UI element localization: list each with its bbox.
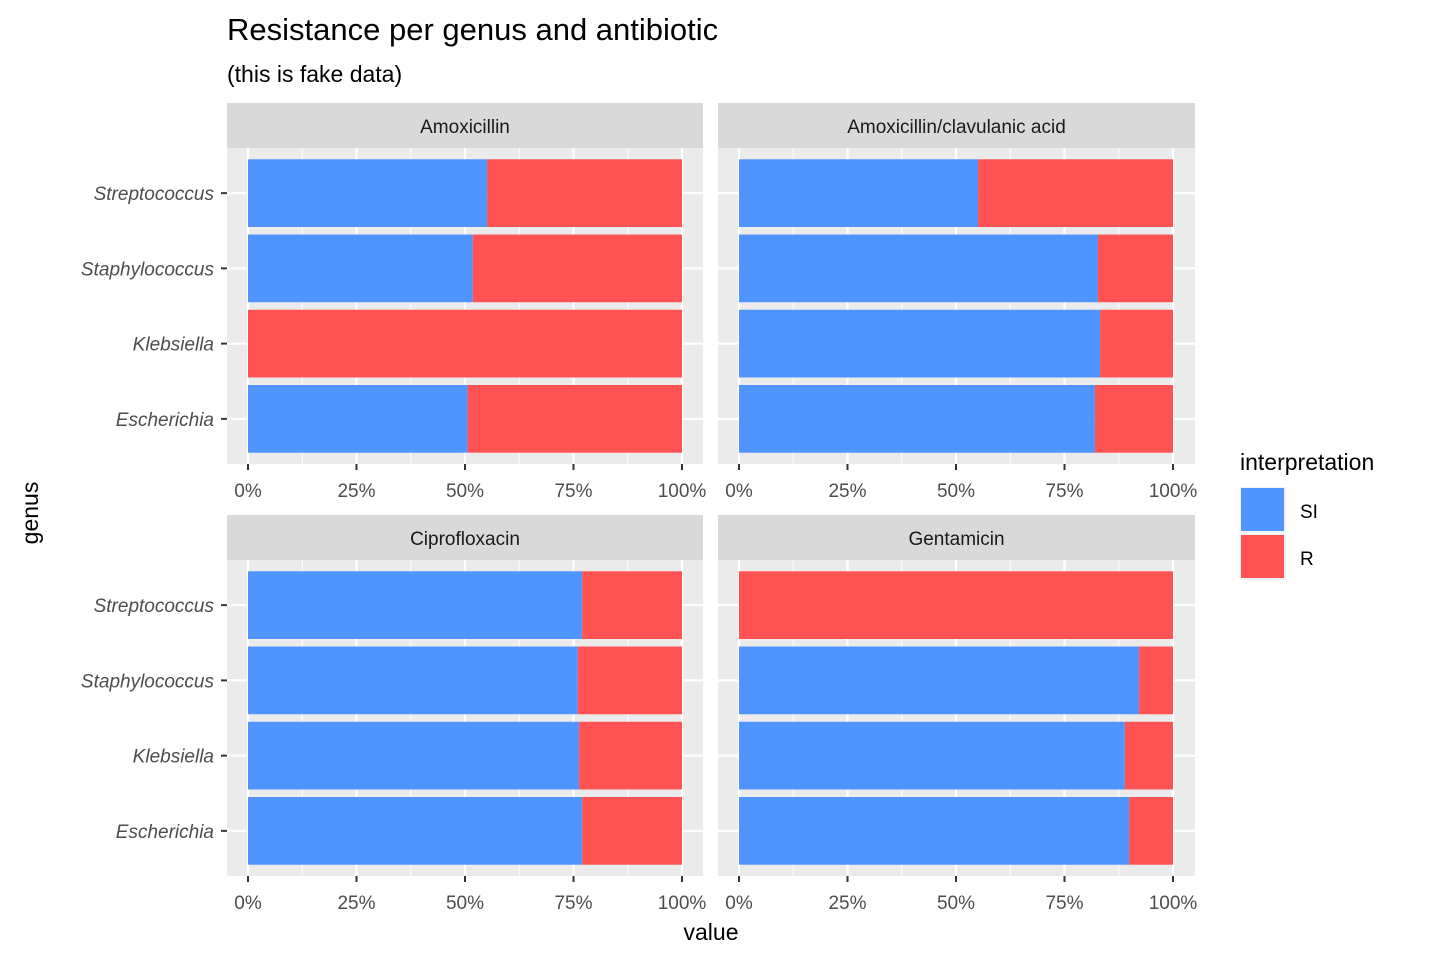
y-axis-title: genus bbox=[17, 482, 43, 545]
chart-title: Resistance per genus and antibiotic bbox=[227, 12, 718, 47]
bar-si bbox=[248, 797, 583, 865]
x-tick-label: 100% bbox=[658, 893, 707, 914]
x-tick-label: 75% bbox=[1045, 893, 1083, 914]
bar-si bbox=[248, 571, 583, 639]
x-tick-label: 0% bbox=[234, 481, 262, 502]
facet-strip bbox=[718, 103, 1195, 148]
bar-r bbox=[1124, 721, 1173, 790]
bar-r bbox=[739, 571, 1173, 639]
bar-r bbox=[467, 385, 682, 453]
x-tick-label: 0% bbox=[725, 893, 753, 914]
bar-si bbox=[248, 721, 580, 790]
y-tick-label: Escherichia bbox=[116, 410, 214, 431]
y-tick-label: Streptococcus bbox=[94, 184, 215, 205]
bar-si bbox=[739, 646, 1140, 715]
legend-swatch-si bbox=[1241, 488, 1284, 531]
facet-strip-label: Amoxicillin bbox=[420, 117, 510, 138]
facet-strip bbox=[718, 515, 1195, 560]
x-tick-label: 75% bbox=[1045, 481, 1083, 502]
y-tick-label: Staphylococcus bbox=[81, 671, 215, 692]
x-tick-label: 100% bbox=[1149, 893, 1198, 914]
facet-panel: Amoxicillin 0% 25% 50% 75% 100% Escherichia Kle… bbox=[81, 103, 706, 502]
x-tick-label: 50% bbox=[937, 481, 975, 502]
y-tick-label: Staphylococcus bbox=[81, 259, 215, 280]
bar-r bbox=[582, 797, 682, 865]
x-tick-label: 100% bbox=[1149, 481, 1198, 502]
bar-si bbox=[739, 385, 1095, 453]
chart-subtitle: (this is fake data) bbox=[227, 61, 402, 87]
facet-panel: Amoxicillin/clavulanic acid 0% 25% 50% 75% 10… bbox=[718, 103, 1197, 502]
legend-keys: SI R bbox=[1240, 487, 1318, 580]
bar-r bbox=[582, 571, 682, 639]
x-tick-label: 25% bbox=[337, 481, 375, 502]
bar-r bbox=[248, 309, 682, 378]
x-tick-label: 25% bbox=[828, 893, 866, 914]
bar-si bbox=[248, 646, 578, 715]
bar-si bbox=[248, 159, 488, 227]
legend-label: R bbox=[1300, 549, 1314, 570]
facet-panel: Ciprofloxacin 0% 25% 50% 75% 100% Escherichia K… bbox=[81, 515, 706, 914]
legend-label: SI bbox=[1300, 502, 1318, 523]
bar-r bbox=[577, 646, 682, 715]
x-tick-label: 75% bbox=[554, 893, 592, 914]
x-tick-label: 50% bbox=[937, 893, 975, 914]
bar-si bbox=[739, 234, 1098, 303]
y-tick-label: Klebsiella bbox=[133, 747, 214, 768]
bar-r bbox=[1100, 309, 1173, 378]
bar-r bbox=[1097, 234, 1173, 303]
facet-strip-label: Amoxicillin/clavulanic acid bbox=[847, 117, 1066, 138]
x-axis-title: value bbox=[684, 919, 739, 945]
bar-si bbox=[739, 721, 1125, 790]
x-tick-label: 100% bbox=[658, 481, 707, 502]
bar-r bbox=[1129, 797, 1173, 865]
facet-panel: Gentamicin 0% 25% 50% 75% 100% bbox=[718, 515, 1197, 914]
y-tick-label: Klebsiella bbox=[133, 335, 214, 356]
legend-title: interpretation bbox=[1240, 449, 1374, 475]
bar-si bbox=[739, 159, 979, 227]
legend-swatch-r bbox=[1241, 535, 1284, 578]
x-tick-label: 50% bbox=[446, 481, 484, 502]
x-tick-label: 0% bbox=[725, 481, 753, 502]
x-tick-label: 0% bbox=[234, 893, 262, 914]
bar-r bbox=[472, 234, 682, 303]
facet-strip bbox=[227, 103, 703, 148]
y-tick-label: Streptococcus bbox=[94, 596, 215, 617]
bar-si bbox=[248, 234, 473, 303]
facet-strip-label: Gentamicin bbox=[908, 529, 1004, 550]
bar-si bbox=[739, 309, 1101, 378]
facet-panels: Amoxicillin 0% 25% 50% 75% 100% Escherichia Kle… bbox=[81, 103, 1197, 914]
x-tick-label: 25% bbox=[828, 481, 866, 502]
bar-si bbox=[739, 797, 1130, 865]
bar-r bbox=[487, 159, 682, 227]
x-tick-label: 25% bbox=[337, 893, 375, 914]
facet-strip bbox=[227, 515, 703, 560]
y-tick-label: Escherichia bbox=[116, 822, 214, 843]
bar-r bbox=[1094, 385, 1173, 453]
bar-r bbox=[1139, 646, 1173, 715]
bar-r bbox=[978, 159, 1173, 227]
x-tick-label: 50% bbox=[446, 893, 484, 914]
facet-strip-label: Ciprofloxacin bbox=[410, 529, 520, 550]
bar-si bbox=[248, 385, 468, 453]
legend: interpretation SI R bbox=[1240, 449, 1374, 580]
bar-r bbox=[579, 721, 682, 790]
x-tick-label: 75% bbox=[554, 481, 592, 502]
